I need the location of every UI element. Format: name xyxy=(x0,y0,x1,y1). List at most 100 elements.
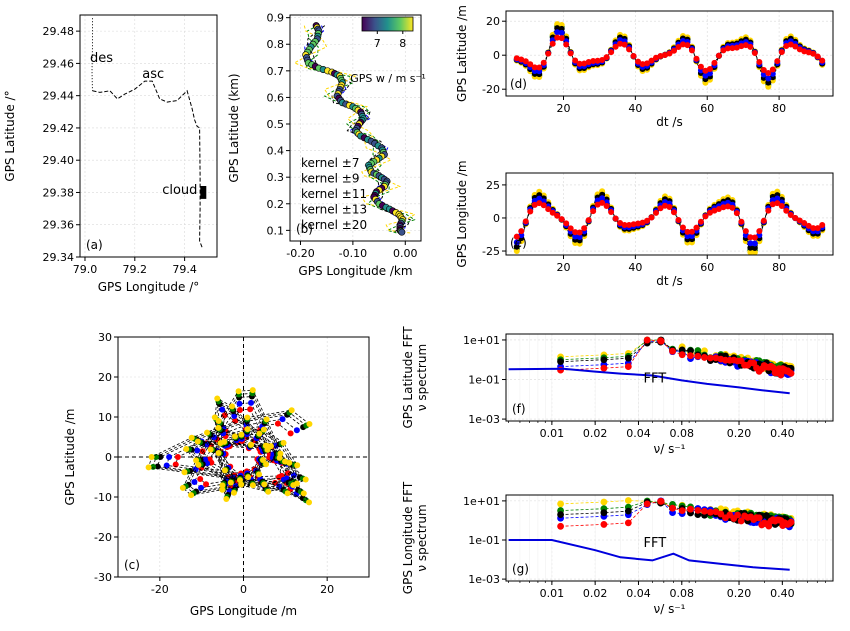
spectrum-point xyxy=(765,522,773,530)
x-tick-label: 0.01 xyxy=(540,427,565,440)
y-tick-label: 29.42 xyxy=(43,122,75,135)
timeseries-point xyxy=(666,50,673,57)
spectrum-point xyxy=(701,354,708,361)
timeseries-point xyxy=(617,220,624,227)
spectrum-point xyxy=(624,354,632,362)
timeseries-point xyxy=(594,201,601,208)
x-tick-label: 20 xyxy=(320,583,334,596)
timeseries-point xyxy=(706,66,713,73)
timeseries-point xyxy=(513,239,520,246)
timeseries-point xyxy=(774,200,781,207)
fft-label: FFT xyxy=(644,536,667,551)
spectrum-point xyxy=(687,352,694,360)
x-tick-label: 40 xyxy=(628,261,642,274)
timeseries-point xyxy=(810,225,817,232)
spectrum-point xyxy=(643,500,651,508)
hodograph-point xyxy=(227,479,234,486)
timeseries-point xyxy=(653,54,660,61)
timeseries-point xyxy=(819,57,826,64)
panel-label: (d) xyxy=(510,77,527,91)
spectrum-point xyxy=(717,510,725,518)
y-tick-label: 29.38 xyxy=(43,186,75,199)
timeseries-point xyxy=(585,217,592,224)
legend-entry: kernel ±7 xyxy=(301,156,359,170)
x-tick-label: 79.2 xyxy=(123,263,148,276)
hodograph-point xyxy=(238,481,245,488)
y-tick-label: 1e-01 xyxy=(468,374,500,387)
hodograph-point xyxy=(277,450,284,457)
y-axis-label: GPS Latitude /m xyxy=(455,5,469,102)
hodograph-point xyxy=(204,429,211,436)
panel-label: (g) xyxy=(512,562,529,576)
timeseries-point xyxy=(792,43,799,50)
timeseries-point xyxy=(684,228,691,235)
legend-entry: kernel ±9 xyxy=(301,172,359,186)
x-tick-label: 20 xyxy=(556,102,570,115)
timeseries-point xyxy=(706,209,713,216)
timeseries-point xyxy=(554,34,561,41)
timeseries-point xyxy=(558,35,565,42)
timeseries-point xyxy=(787,41,794,48)
plot-frame xyxy=(117,336,370,578)
y-tick-label: 30 xyxy=(98,331,112,344)
y-tick-label: 1e-03 xyxy=(468,573,500,586)
timeseries-point xyxy=(801,48,808,55)
spectrum-point xyxy=(557,511,564,518)
hodograph-point xyxy=(166,454,173,461)
hodograph-point xyxy=(274,420,281,427)
plot-frame xyxy=(505,333,834,422)
spectrum-point xyxy=(624,363,632,370)
timeseries-point xyxy=(720,204,727,211)
spectrum-point xyxy=(600,364,608,372)
hodograph-point xyxy=(280,439,287,446)
timeseries-point xyxy=(792,215,799,222)
timeseries-point xyxy=(796,46,803,53)
annotation-cloud: cloud xyxy=(162,183,197,198)
timeseries-point xyxy=(617,40,624,47)
hodograph-point xyxy=(247,406,254,413)
fft-label: FFT xyxy=(644,372,667,387)
spectrum-point xyxy=(701,507,708,515)
timeseries-point xyxy=(662,202,669,209)
hodograph-point xyxy=(284,490,291,497)
timeseries-point xyxy=(653,209,660,216)
timeseries-point xyxy=(801,220,808,227)
timeseries-point xyxy=(626,46,633,53)
timeseries-point xyxy=(693,55,700,62)
hodograph-point xyxy=(293,427,300,434)
timeseries-point xyxy=(747,43,754,50)
hodograph-point xyxy=(199,448,206,455)
timeseries-point xyxy=(747,249,754,256)
timeseries-point xyxy=(724,45,731,52)
timeseries-point xyxy=(567,225,574,232)
timeseries-point xyxy=(608,49,615,56)
hodograph-point xyxy=(179,484,186,491)
x-axis-label: ν/ s⁻¹ xyxy=(654,602,686,616)
panel-d: 20 40 60 80 -20 0 20 dt /s GPS Latitude /m (d) xyxy=(455,5,834,129)
hodograph-point xyxy=(193,457,200,464)
plot-frame xyxy=(505,10,834,97)
spectrum-point xyxy=(777,371,785,379)
timeseries-point xyxy=(706,70,713,77)
w-marker xyxy=(398,228,406,236)
hodograph-point xyxy=(249,482,256,489)
timeseries-point xyxy=(594,197,601,204)
timeseries-point xyxy=(796,217,803,224)
timeseries-point xyxy=(756,58,763,65)
hodograph-point xyxy=(163,462,170,469)
spectrum-point xyxy=(787,518,795,526)
hodograph-point xyxy=(157,454,164,461)
timeseries-point xyxy=(576,229,583,236)
spectrum-point xyxy=(678,351,686,359)
y-axis-label: ν spectrum xyxy=(415,504,429,571)
timeseries-point xyxy=(679,41,686,48)
timeseries-point xyxy=(657,205,664,212)
spectrum-point xyxy=(557,522,564,530)
y-tick-label: 0.7 xyxy=(267,65,285,78)
timeseries-point xyxy=(733,210,740,217)
y-tick-label: 0.9 xyxy=(267,12,285,25)
colorbar-tick-label: 7 xyxy=(374,37,381,50)
hodograph-point xyxy=(172,461,179,468)
hodograph-point xyxy=(244,414,251,421)
